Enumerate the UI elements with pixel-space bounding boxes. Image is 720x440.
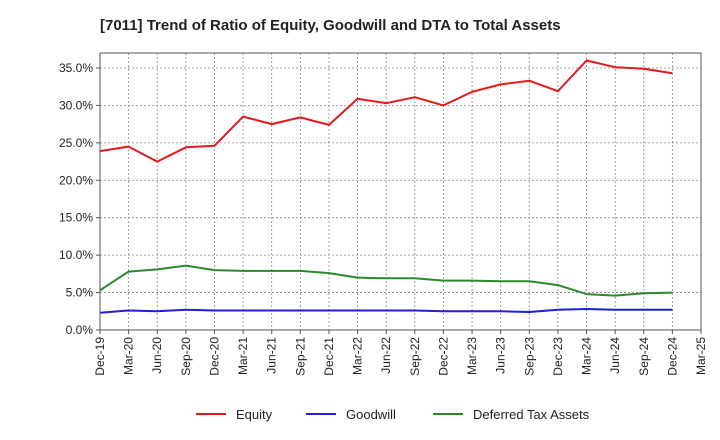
series-line-deferred-tax-assets [99, 264, 673, 297]
x-tick-label: Mar-22 [351, 337, 365, 375]
x-tick-label: Dec-21 [322, 337, 336, 376]
x-tick-label: Sep-20 [179, 337, 193, 376]
x-tick-label: Sep-23 [522, 337, 536, 376]
y-tick-label: 20.0% [59, 173, 93, 187]
x-tick-label: Mar-23 [465, 337, 479, 375]
x-tick-label: Dec-24 [665, 337, 679, 376]
series-line-equity [99, 59, 673, 163]
x-tick-label: Mar-21 [236, 337, 250, 375]
x-axis-ticks: Dec-19 Mar-20 Jun-20 Sep-20 Dec-20 Mar-21 Jun-… [93, 330, 708, 376]
y-tick-label: 35.0% [59, 61, 93, 75]
x-tick-label: Dec-22 [436, 337, 450, 376]
x-tick-label: Jun-21 [265, 337, 279, 374]
chart-title: [7011] Trend of Ratio of Equity, Goodwil… [100, 17, 561, 34]
y-tick-label: 10.0% [59, 248, 93, 262]
legend-label-deferred-tax-assets: Deferred Tax Assets [473, 407, 590, 422]
plot-frame [99, 52, 702, 331]
x-tick-label: Mar-24 [580, 337, 594, 375]
x-tick-label: Dec-20 [207, 337, 221, 376]
x-tick-label: Mar-20 [122, 337, 136, 375]
x-tick-label: Sep-22 [408, 337, 422, 376]
legend-label-equity: Equity [236, 407, 273, 422]
x-tick-label: Sep-24 [637, 337, 651, 376]
y-tick-label: 5.0% [66, 286, 94, 300]
y-tick-label: 25.0% [59, 136, 93, 150]
series-line-goodwill [99, 308, 673, 314]
x-tick-label: Sep-21 [293, 337, 307, 376]
series-lines [99, 59, 673, 314]
y-axis-ticks: 0.0% 5.0% 10.0% 15.0% 20.0% 25.0% 30.0% 35.0% [59, 61, 100, 337]
x-tick-label: Mar-25 [694, 337, 708, 375]
x-tick-label: Jun-20 [150, 337, 164, 374]
x-tick-label: Dec-23 [551, 337, 565, 376]
x-tick-label: Dec-19 [93, 337, 107, 376]
x-tick-label: Jun-24 [608, 337, 622, 374]
x-tick-label: Jun-22 [379, 337, 393, 374]
legend: Equity Goodwill Deferred Tax Assets [196, 407, 590, 422]
y-tick-label: 0.0% [66, 323, 94, 337]
y-tick-label: 15.0% [59, 211, 93, 225]
legend-label-goodwill: Goodwill [346, 407, 396, 422]
x-tick-label: Jun-23 [494, 337, 508, 374]
y-tick-label: 30.0% [59, 98, 93, 112]
grid [99, 53, 702, 331]
